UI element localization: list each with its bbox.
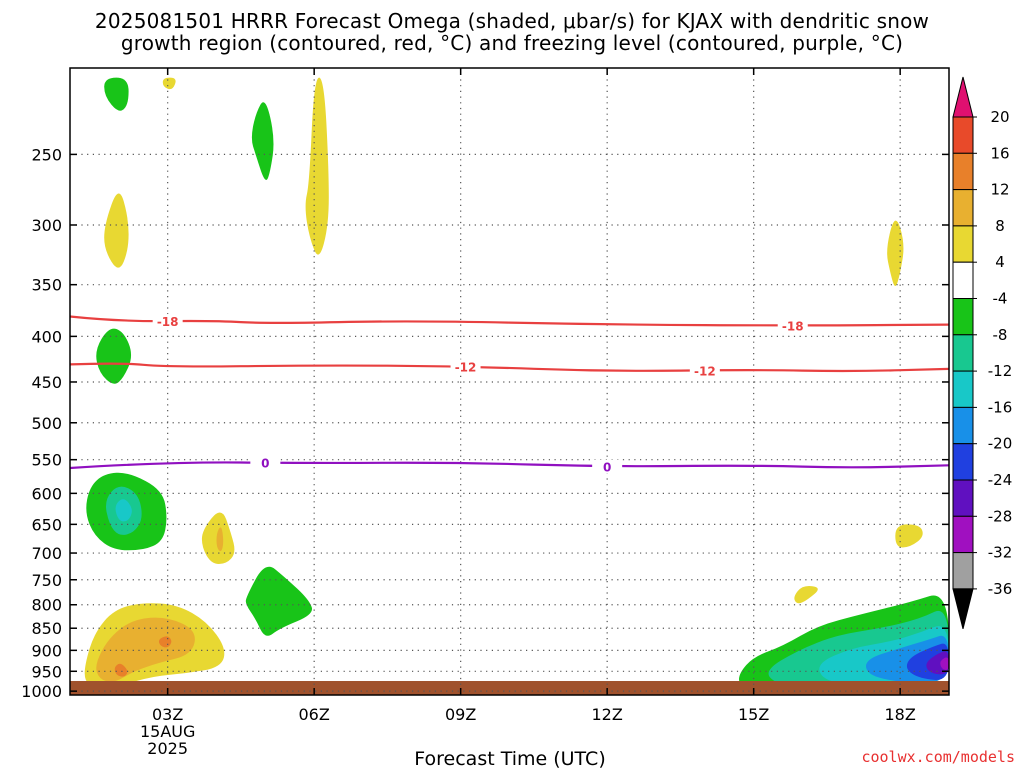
x-date-label: 15AUG <box>140 722 195 741</box>
x-tick-label: 03Z <box>152 705 183 724</box>
colorbar-label: 4 <box>995 253 1005 271</box>
colorbar-segment <box>952 515 974 554</box>
colorbar-label: -4 <box>993 290 1008 308</box>
y-tick-label: 800 <box>31 596 62 615</box>
omega-region <box>104 193 129 268</box>
y-tick-label: 600 <box>31 484 62 503</box>
contour-line <box>69 315 950 327</box>
contour-label: -18 <box>157 315 179 329</box>
omega-shading <box>84 77 949 692</box>
omega-colorbar: 20 16 12 8 4 -4 -8 -12 -16 -20 -24 -28 -32 -36 <box>952 76 1013 630</box>
contour-label: 0 <box>261 457 269 471</box>
colorbar-segment <box>952 298 974 336</box>
colorbar-label: -8 <box>993 326 1008 344</box>
colorbar-label: 8 <box>995 217 1005 235</box>
x-axis-label: Forecast Time (UTC) <box>414 748 605 768</box>
x-tick-label: 18Z <box>885 705 916 724</box>
colorbar-segment <box>952 443 974 481</box>
contour-label: 0 <box>603 461 611 475</box>
grid-lines <box>70 68 949 695</box>
colorbar-label: 16 <box>990 144 1009 162</box>
colorbar-segment <box>952 552 974 590</box>
x-tick-label: 09Z <box>445 705 476 724</box>
omega-region <box>251 102 274 181</box>
colorbar-label: 20 <box>990 108 1009 126</box>
y-tick-label: 450 <box>31 373 62 392</box>
contour-label-bg <box>450 359 481 374</box>
y-tick-label: 850 <box>31 619 62 638</box>
x-tick-label: 12Z <box>592 705 623 724</box>
omega-region <box>96 328 132 384</box>
omega-region <box>895 524 923 548</box>
contour-label-bg <box>152 314 183 329</box>
omega-region <box>305 77 329 255</box>
y-tick-label: 550 <box>31 451 62 470</box>
contour-label-bg <box>777 318 808 333</box>
y-tick-label: 300 <box>31 216 62 235</box>
contour-label-bg <box>250 455 281 470</box>
contour-label-bg <box>592 459 623 474</box>
colorbar-bottom-arrow <box>952 588 974 630</box>
omega-region <box>245 566 313 636</box>
omega-region <box>216 527 224 552</box>
y-tick-label: 750 <box>31 571 62 590</box>
omega-region <box>940 657 949 670</box>
y-tick-label: 500 <box>31 414 62 433</box>
omega-region <box>114 663 128 677</box>
contour-line <box>69 461 950 470</box>
omega-region <box>115 499 132 522</box>
contour-label: -18 <box>782 320 804 334</box>
colorbar-label: -16 <box>988 398 1013 416</box>
chart-title-line1: 2025081501 HRRR Forecast Omega (shaded, … <box>94 9 930 33</box>
colorbar-segment <box>952 261 974 300</box>
y-tick-label: 1000 <box>21 682 62 701</box>
y-tick-label: 950 <box>31 662 62 681</box>
y-tick-label: 650 <box>31 515 62 534</box>
chart-title: 2025081501 HRRR Forecast Omega (shaded, … <box>0 10 1024 54</box>
y-tick-label: 400 <box>31 327 62 346</box>
colorbar-top-arrow <box>952 76 974 118</box>
colorbar-segment <box>952 406 974 445</box>
ground-strip <box>70 681 949 695</box>
chart-title-line2: growth region (contoured, red, °C) and f… <box>120 31 904 55</box>
omega-region <box>162 77 176 90</box>
y-tick-label: 250 <box>31 145 62 164</box>
contour-line <box>69 362 950 373</box>
contour-label-bg <box>689 363 720 378</box>
y-axis: 250 300 350 400 450 500 550 600 650 700 750 800 850 9… <box>21 145 949 701</box>
omega-region <box>104 77 129 111</box>
x-tick-label: 15Z <box>738 705 769 724</box>
contour-label: -12 <box>694 364 716 378</box>
colorbar-segment <box>952 479 974 517</box>
site-credit: coolwx.com/models <box>861 748 1015 766</box>
colorbar-label: -36 <box>988 580 1013 598</box>
colorbar-label: -12 <box>988 362 1013 380</box>
colorbar-label: -20 <box>988 435 1013 453</box>
x-tick-label: 06Z <box>299 705 330 724</box>
colorbar-label: -32 <box>988 544 1013 562</box>
omega-region <box>794 585 818 604</box>
colorbar-label: 12 <box>990 181 1009 199</box>
omega-region <box>887 220 904 286</box>
y-tick-label: 700 <box>31 544 62 563</box>
colorbar-segment <box>952 334 974 372</box>
colorbar-label: -24 <box>988 471 1013 489</box>
ground-layer <box>70 681 949 695</box>
colorbar-segment <box>952 225 974 263</box>
x-date-label: 2025 <box>147 739 188 758</box>
colorbar-segment <box>952 189 974 227</box>
y-tick-label: 900 <box>31 641 62 660</box>
colorbar-label: -28 <box>988 507 1013 525</box>
colorbar-segment <box>952 152 974 191</box>
colorbar-segment <box>952 370 974 408</box>
y-tick-label: 350 <box>31 276 62 295</box>
colorbar-segment <box>952 116 974 154</box>
temperature-contours: -18 -18 -12 -12 0 0 <box>69 314 950 475</box>
contour-label: -12 <box>455 360 477 374</box>
